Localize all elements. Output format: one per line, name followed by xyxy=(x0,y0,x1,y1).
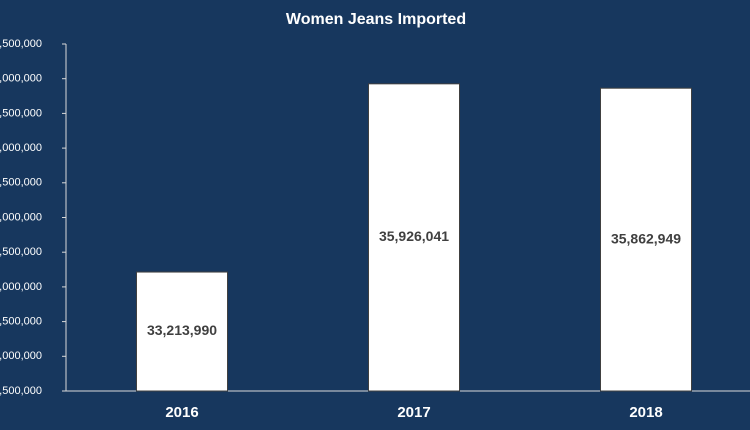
bar xyxy=(136,271,228,392)
y-tick-label: 36,000,000 xyxy=(0,73,42,85)
y-tick-label: 32,500,000 xyxy=(0,316,42,328)
x-tick-label: 2018 xyxy=(629,404,662,421)
y-tick-label: 36,500,000 xyxy=(0,38,42,50)
y-tick-label: 35,000,000 xyxy=(0,142,42,154)
value-label: 33,213,990 xyxy=(147,322,217,338)
y-tick-label: 33,000,000 xyxy=(0,281,42,293)
x-tick-label: 2016 xyxy=(165,404,198,421)
y-tick-label: 32,000,000 xyxy=(0,350,42,362)
bar xyxy=(600,87,692,392)
y-tick-label: 34,000,000 xyxy=(0,211,42,223)
value-label: 35,926,041 xyxy=(379,228,449,244)
bar xyxy=(368,83,460,392)
y-tick-label: 31,500,000 xyxy=(0,385,42,397)
y-tick-label: 35,500,000 xyxy=(0,107,42,119)
chart-title: Women Jeans Imported xyxy=(286,11,466,28)
x-tick-label: 2017 xyxy=(397,404,430,421)
y-tick-label: 34,500,000 xyxy=(0,177,42,189)
value-label: 35,862,949 xyxy=(611,230,681,246)
y-tick-label: 33,500,000 xyxy=(0,246,42,258)
